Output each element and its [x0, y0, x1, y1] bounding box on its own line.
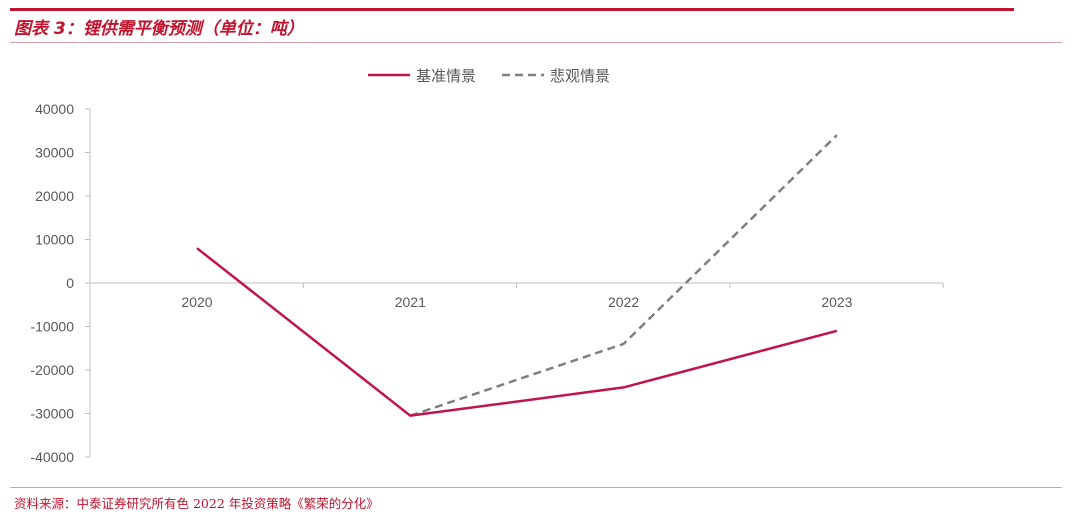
legend-label: 悲观情景: [550, 67, 610, 85]
series-lines: [196, 134, 838, 417]
series-line-pessimistic: [409, 134, 838, 417]
legend: 基准情景 悲观情景: [368, 67, 610, 85]
chart-title: 图表 3：锂供需平衡预测（单位：吨）: [14, 19, 304, 39]
series-line-base: [196, 247, 838, 417]
y-tick-label: 0: [66, 275, 74, 291]
x-tick-label: 2022: [608, 294, 639, 310]
y-tick-label: -10000: [30, 319, 74, 335]
y-tick-label: 30000: [35, 145, 74, 161]
top-rule: [10, 8, 1014, 11]
y-tick-label: 10000: [35, 232, 74, 248]
footer-divider: [10, 487, 1062, 488]
legend-label: 基准情景: [416, 67, 476, 85]
y-tick-label: 40000: [35, 101, 74, 117]
x-tick-label: 2020: [181, 294, 212, 310]
y-tick-label: -40000: [30, 449, 74, 465]
y-tick-label: -30000: [30, 406, 74, 422]
y-axis: 40000 30000 20000 10000 0 -10000 -20000 -30000 -…: [30, 101, 91, 465]
line-chart: 基准情景 悲观情景 40000 30000 20000 10000 0 -10000 -200…: [30, 67, 944, 465]
x-axis: 2020 2021 2022 2023: [89, 282, 944, 310]
source-note: 资料来源：中泰证券研究所有色 2022 年投资策略《繁荣的分化》: [14, 496, 379, 511]
x-tick-label: 2021: [395, 294, 426, 310]
y-tick-label: -20000: [30, 362, 74, 378]
x-tick-label: 2023: [821, 294, 852, 310]
title-divider: [10, 42, 1062, 43]
y-tick-label: 20000: [35, 188, 74, 204]
